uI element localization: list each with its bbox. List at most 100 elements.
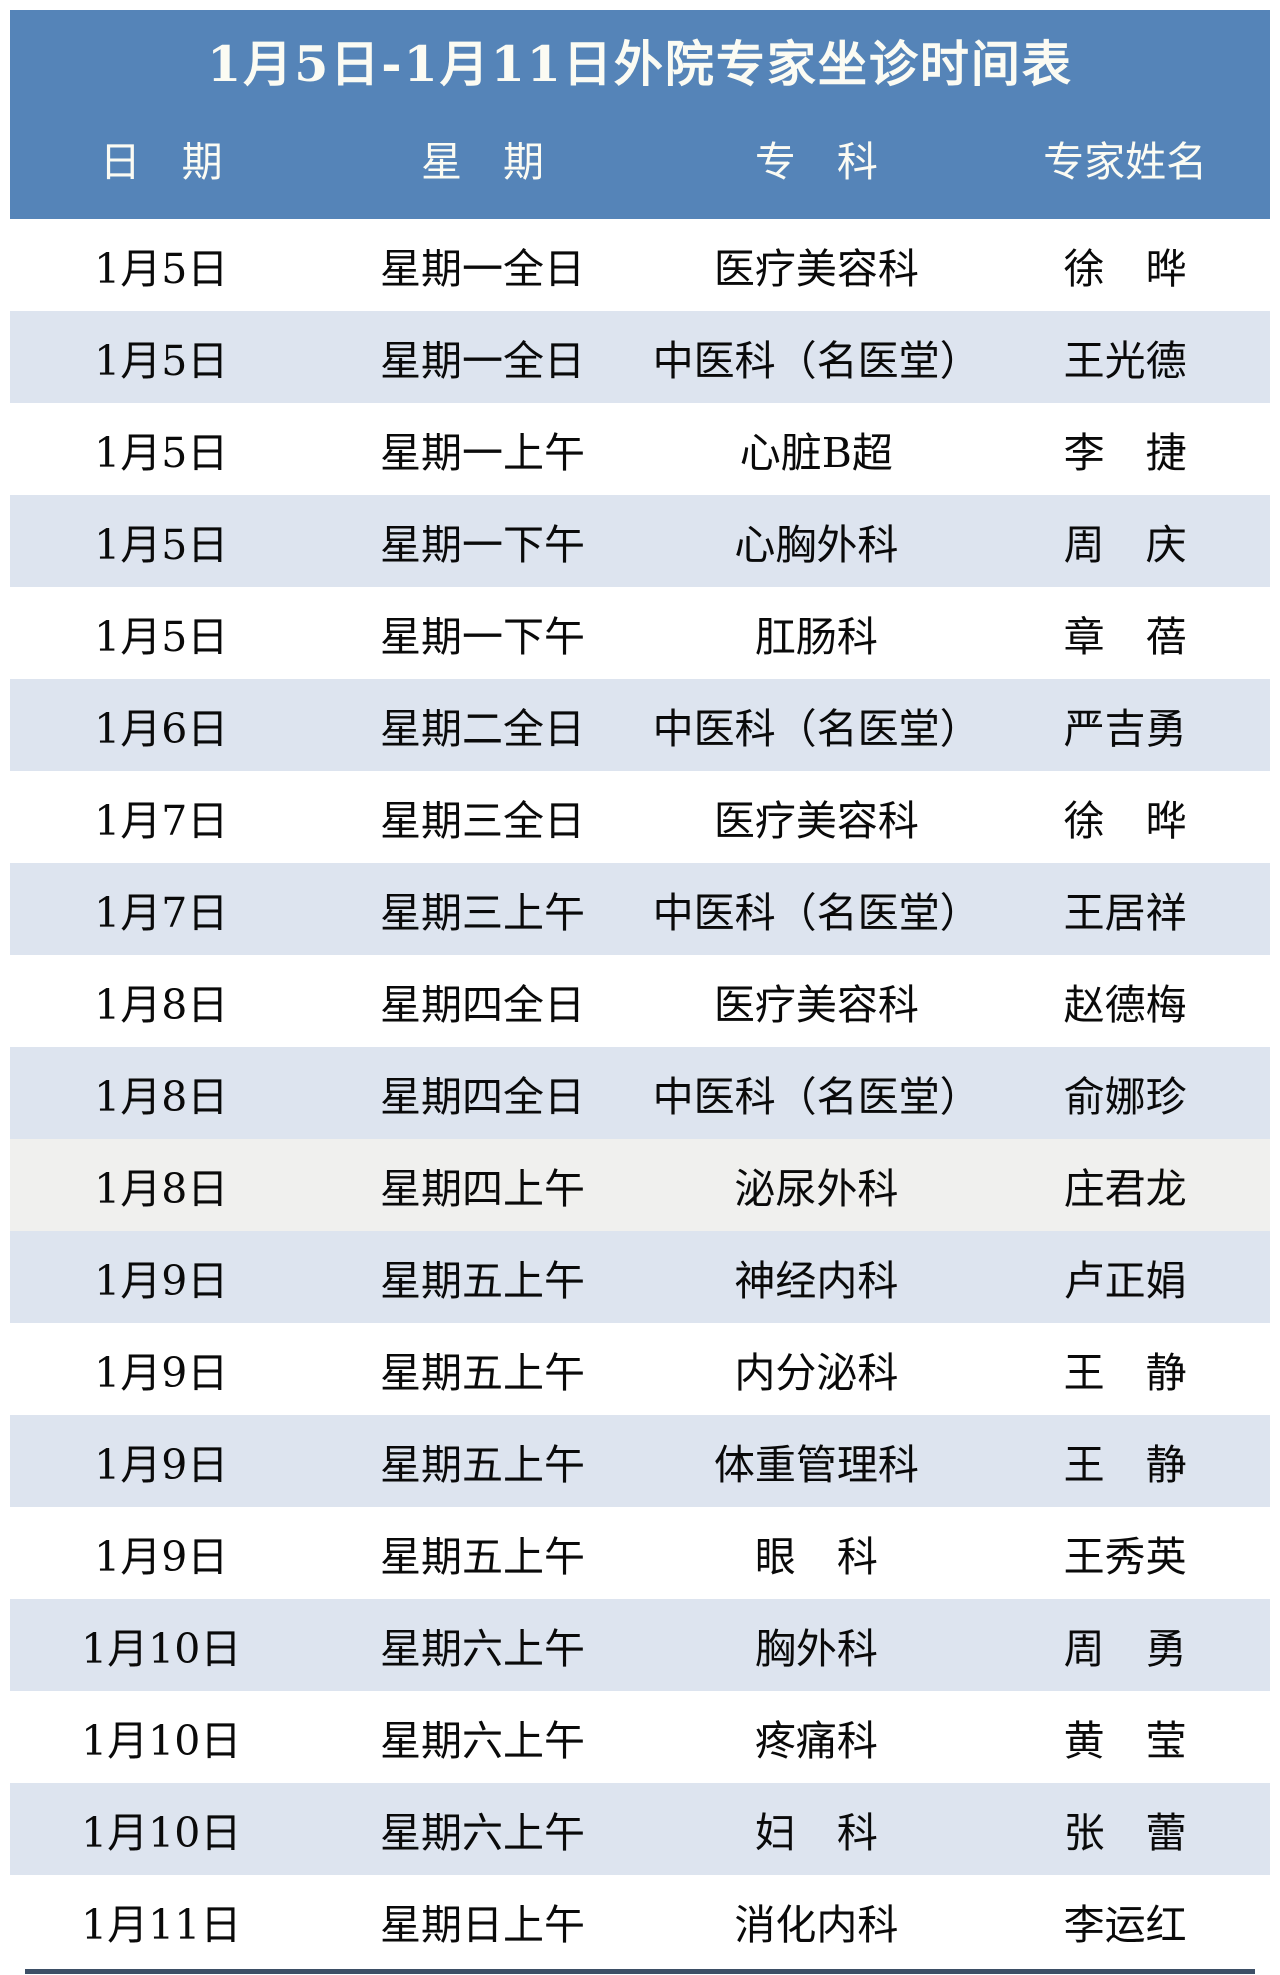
date-cell: 1月5日 <box>94 429 229 477</box>
department-cell: 中医科（名医堂） <box>652 705 981 753</box>
date-cell: 1月7日 <box>94 797 229 845</box>
weekday-cell: 星期一全日 <box>379 337 585 385</box>
table-row: 1月9日 星期五上午 体重管理科 王 静 <box>10 1415 1270 1507</box>
department-cell: 消化内科 <box>734 1901 899 1949</box>
date-cell: 1月5日 <box>94 337 229 385</box>
weekday-cell: 星期一上午 <box>379 429 585 477</box>
column-header-department: 专 科 <box>652 110 981 219</box>
date-cell: 1月5日 <box>94 245 229 293</box>
table-row: 1月9日 星期五上午 眼 科 王秀英 <box>10 1507 1270 1599</box>
weekday-cell: 星期四全日 <box>379 981 585 1029</box>
expert-name-cell: 王光德 <box>1063 337 1187 385</box>
table-row: 1月5日 星期一上午 心脏B超 李 捷 <box>10 403 1270 495</box>
weekday-cell: 星期日上午 <box>379 1901 585 1949</box>
table-row: 1月11日 星期日上午 消化内科 李运红 <box>10 1875 1270 1967</box>
table-row: 1月8日 星期四全日 中医科（名医堂） 俞娜珍 <box>10 1047 1270 1139</box>
date-cell: 1月9日 <box>94 1441 229 1489</box>
department-cell: 疼痛科 <box>754 1717 878 1765</box>
date-cell: 1月8日 <box>94 1073 229 1121</box>
expert-name-cell: 庄君龙 <box>1063 1165 1187 1213</box>
column-header-expert: 专家姓名 <box>980 110 1270 219</box>
table-row: 1月10日 星期六上午 胸外科 周 勇 <box>10 1599 1270 1691</box>
department-cell: 心胸外科 <box>734 521 899 569</box>
department-cell: 中医科（名医堂） <box>652 1073 981 1121</box>
expert-name-cell: 王 静 <box>1063 1349 1187 1397</box>
column-header-date: 日 期 <box>10 110 313 219</box>
expert-name-cell: 黄 莹 <box>1063 1717 1187 1765</box>
table-row: 1月5日 星期一下午 心胸外科 周 庆 <box>10 495 1270 587</box>
department-cell: 内分泌科 <box>734 1349 899 1397</box>
table-row: 1月6日 星期二全日 中医科（名医堂） 严吉勇 <box>10 679 1270 771</box>
weekday-cell: 星期三上午 <box>379 889 585 937</box>
department-cell: 医疗美容科 <box>713 245 919 293</box>
weekday-cell: 星期四上午 <box>379 1165 585 1213</box>
date-cell: 1月8日 <box>94 981 229 1029</box>
expert-name-cell: 周 庆 <box>1063 521 1187 569</box>
weekday-cell: 星期五上午 <box>379 1257 585 1305</box>
weekday-cell: 星期五上午 <box>379 1441 585 1489</box>
weekday-cell: 星期六上午 <box>379 1717 585 1765</box>
weekday-cell: 星期六上午 <box>379 1809 585 1857</box>
department-cell: 神经内科 <box>734 1257 899 1305</box>
expert-name-cell: 周 勇 <box>1063 1625 1187 1673</box>
table-row: 1月7日 星期三全日 医疗美容科 徐 晔 <box>10 771 1270 863</box>
weekday-cell: 星期四全日 <box>379 1073 585 1121</box>
table-row: 1月5日 星期一下午 肛肠科 章 蓓 <box>10 587 1270 679</box>
department-cell: 中医科（名医堂） <box>652 889 981 937</box>
table-row: 1月7日 星期三上午 中医科（名医堂） 王居祥 <box>10 863 1270 955</box>
department-cell: 心脏B超 <box>739 429 893 477</box>
expert-name-cell: 徐 晔 <box>1063 797 1187 845</box>
date-cell: 1月5日 <box>94 521 229 569</box>
title-row: 1月5日-1月11日外院专家坐诊时间表 <box>10 10 1270 110</box>
expert-name-cell: 王 静 <box>1063 1441 1187 1489</box>
department-cell: 眼 科 <box>754 1533 878 1581</box>
expert-name-cell: 卢正娟 <box>1063 1257 1187 1305</box>
department-cell: 体重管理科 <box>713 1441 919 1489</box>
page-title: 1月5日-1月11日外院专家坐诊时间表 <box>10 10 1270 110</box>
date-cell: 1月9日 <box>94 1349 229 1397</box>
weekday-cell: 星期六上午 <box>379 1625 585 1673</box>
table-row: 1月8日 星期四全日 医疗美容科 赵德梅 <box>10 955 1270 1047</box>
expert-name-cell: 张 蕾 <box>1063 1809 1187 1857</box>
column-header-weekday: 星 期 <box>312 110 653 219</box>
date-cell: 1月10日 <box>81 1809 242 1857</box>
date-cell: 1月6日 <box>94 705 229 753</box>
table-row: 1月9日 星期五上午 内分泌科 王 静 <box>10 1323 1270 1415</box>
date-cell: 1月9日 <box>94 1533 229 1581</box>
expert-name-cell: 王秀英 <box>1063 1533 1187 1581</box>
weekday-cell: 星期五上午 <box>379 1349 585 1397</box>
department-cell: 肛肠科 <box>754 613 878 661</box>
date-cell: 1月10日 <box>81 1717 242 1765</box>
department-cell: 妇 科 <box>754 1809 878 1857</box>
bottom-border <box>25 1969 1255 1974</box>
weekday-cell: 星期三全日 <box>379 797 585 845</box>
department-cell: 胸外科 <box>754 1625 878 1673</box>
department-cell: 泌尿外科 <box>734 1165 899 1213</box>
expert-name-cell: 徐 晔 <box>1063 245 1187 293</box>
expert-name-cell: 严吉勇 <box>1063 705 1187 753</box>
table-row: 1月10日 星期六上午 妇 科 张 蕾 <box>10 1783 1270 1875</box>
table-body: 1月5日 星期一全日 医疗美容科 徐 晔 1月5日 星期一全日 中医科（名医堂）… <box>10 219 1270 1967</box>
table-row: 1月5日 星期一全日 医疗美容科 徐 晔 <box>10 219 1270 311</box>
date-cell: 1月7日 <box>94 889 229 937</box>
expert-name-cell: 王居祥 <box>1063 889 1187 937</box>
table-row: 1月5日 星期一全日 中医科（名医堂） 王光德 <box>10 311 1270 403</box>
column-header-row: 日 期 星 期 专 科 专家姓名 <box>10 110 1270 219</box>
weekday-cell: 星期一下午 <box>379 521 585 569</box>
expert-name-cell: 李 捷 <box>1063 429 1187 477</box>
consultation-schedule-table: 1月5日-1月11日外院专家坐诊时间表 日 期 星 期 专 科 专家姓名 1月5… <box>10 10 1270 1967</box>
expert-name-cell: 李运红 <box>1063 1901 1187 1949</box>
department-cell: 医疗美容科 <box>713 797 919 845</box>
department-cell: 医疗美容科 <box>713 981 919 1029</box>
expert-name-cell: 俞娜珍 <box>1063 1073 1187 1121</box>
date-cell: 1月10日 <box>81 1625 242 1673</box>
date-cell: 1月11日 <box>81 1901 242 1949</box>
weekday-cell: 星期一下午 <box>379 613 585 661</box>
expert-name-cell: 赵德梅 <box>1063 981 1187 1029</box>
expert-name-cell: 章 蓓 <box>1063 613 1187 661</box>
date-cell: 1月9日 <box>94 1257 229 1305</box>
weekday-cell: 星期一全日 <box>379 245 585 293</box>
table-row: 1月10日 星期六上午 疼痛科 黄 莹 <box>10 1691 1270 1783</box>
table-row: 1月9日 星期五上午 神经内科 卢正娟 <box>10 1231 1270 1323</box>
